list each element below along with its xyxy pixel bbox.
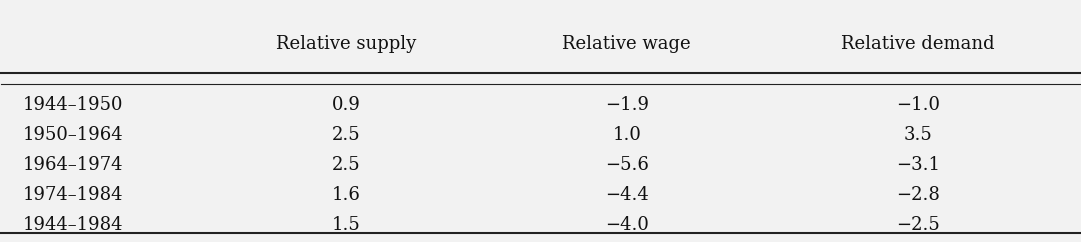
Text: 0.9: 0.9 [332, 97, 361, 114]
Text: 1.6: 1.6 [332, 186, 361, 204]
Text: 1944–1950: 1944–1950 [23, 97, 123, 114]
Text: 1964–1974: 1964–1974 [23, 156, 123, 174]
Text: 1944–1984: 1944–1984 [23, 216, 123, 234]
Text: −2.8: −2.8 [896, 186, 939, 204]
Text: −4.0: −4.0 [605, 216, 649, 234]
Text: −4.4: −4.4 [605, 186, 649, 204]
Text: 1.0: 1.0 [612, 126, 641, 144]
Text: 2.5: 2.5 [332, 156, 361, 174]
Text: 1950–1964: 1950–1964 [23, 126, 123, 144]
Text: −2.5: −2.5 [896, 216, 939, 234]
Text: −1.0: −1.0 [896, 97, 939, 114]
Text: Relative demand: Relative demand [841, 35, 995, 53]
Text: 1.5: 1.5 [332, 216, 361, 234]
Text: 3.5: 3.5 [904, 126, 932, 144]
Text: 2.5: 2.5 [332, 126, 361, 144]
Text: 1974–1984: 1974–1984 [23, 186, 123, 204]
Text: −1.9: −1.9 [604, 97, 649, 114]
Text: Relative wage: Relative wage [562, 35, 691, 53]
Text: Relative supply: Relative supply [277, 35, 416, 53]
Text: −5.6: −5.6 [605, 156, 649, 174]
Text: −3.1: −3.1 [896, 156, 939, 174]
